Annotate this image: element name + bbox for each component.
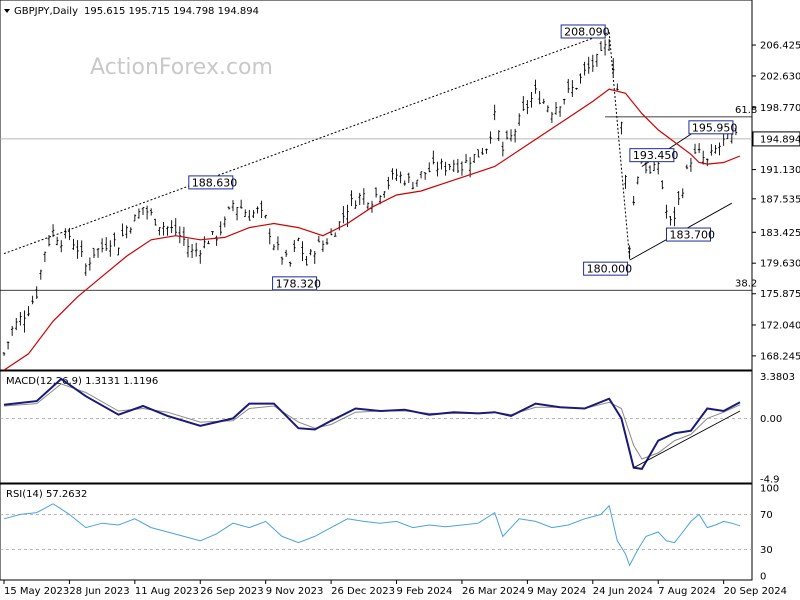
rsi-tick-label: 100 (760, 484, 779, 495)
decline-trendline (608, 32, 631, 259)
header-symbol: GBPJPY,Daily (14, 6, 78, 17)
rsi-tick-label: 30 (760, 545, 773, 556)
swing-label: 193.450 (633, 149, 679, 162)
fib-level-label: 38.2 (735, 278, 757, 289)
moving-average-line (3, 88, 741, 371)
rsi-tick-label: 0 (760, 572, 766, 583)
price-tick-label: 172.040 (760, 320, 800, 331)
macd-label: MACD(12,26,9) 1.3131 1.1196 (6, 376, 158, 387)
macd-tick-label: 3.3803 (760, 372, 795, 383)
last-price-box (752, 131, 800, 147)
swing-label: 195.950 (692, 121, 738, 134)
price-tick-label: 183.425 (760, 228, 800, 239)
swing-label-box (188, 175, 234, 190)
price-tick-label: 179.630 (760, 259, 800, 270)
fib-level-label: 61.8 (735, 105, 757, 116)
date-label: 26 Mar 2024 (462, 586, 525, 597)
swing-label-box (665, 227, 711, 242)
price-tick-label: 206.425 (760, 41, 800, 52)
date-label: 20 Sep 2024 (724, 586, 787, 597)
macd-tick-label: 0.00 (760, 414, 782, 425)
date-label: 9 May 2024 (527, 586, 586, 597)
swing-label: 180.000 (587, 263, 633, 276)
price-tick-label: 198.770 (760, 103, 800, 114)
header-ohlc: 195.615 195.715 194.798 194.894 (84, 6, 259, 17)
swing-label: 183.700 (669, 229, 715, 242)
price-tick-label: 187.535 (760, 194, 800, 205)
date-label: 26 Dec 2023 (331, 586, 395, 597)
macd-signal-line (3, 383, 741, 460)
swing-label-box (629, 148, 675, 163)
rsi-panel (0, 483, 753, 581)
swing-label-box (560, 24, 606, 39)
swing-label: 188.630 (192, 176, 238, 189)
rsi-label: RSI(14) 57.2632 (6, 489, 87, 500)
date-label: 11 Aug 2023 (135, 586, 199, 597)
dropdown-triangle-icon (4, 9, 10, 13)
swing-label: 178.320 (276, 277, 322, 290)
macd-tick-label: -4.9 (760, 474, 780, 485)
macd-layer: MACD(12,26,9) 1.3131 1.1196 3.3803 0.00 -4.… (0, 372, 795, 485)
watermark: ActionForex.com (90, 55, 273, 80)
swing-label-box (272, 276, 318, 291)
macd-main-line (3, 377, 741, 470)
swing-label-box (583, 261, 629, 276)
swing-label: 208.090 (564, 25, 610, 38)
macd-panel (0, 370, 753, 484)
price-tick-label: 191.130 (760, 165, 800, 176)
rsi-line (3, 503, 741, 567)
price-tick-label: 202.630 (760, 71, 800, 82)
swing-label-box (688, 120, 734, 135)
date-label: 9 Nov 2023 (266, 586, 324, 597)
date-label: 15 May 2023 (4, 586, 69, 597)
date-label: 26 Sep 2023 (200, 586, 263, 597)
price-tick-label: 194.894 (760, 134, 800, 145)
long-term-trendline (3, 31, 610, 255)
rsi-layer: RSI(14) 57.2632 100 70 30 0 (0, 484, 779, 583)
rsi-tick-label: 70 (760, 510, 773, 521)
axis-layer: 206.425 202.630 198.770 194.894 191.130 187.5… (3, 41, 800, 597)
price-panel (0, 0, 753, 371)
price-tick-label: 175.875 (760, 289, 800, 300)
date-label: 24 Jun 2024 (593, 586, 653, 597)
date-label: 28 Jun 2023 (69, 586, 129, 597)
date-label: 7 Aug 2024 (658, 586, 716, 597)
date-label: 9 Feb 2024 (397, 586, 453, 597)
macd-trendline (633, 410, 741, 469)
price-tick-label: 168.245 (760, 351, 800, 362)
price-layer: 61.8 38.2 208.090 188.630 178.320 195.950 193.… (0, 24, 757, 371)
